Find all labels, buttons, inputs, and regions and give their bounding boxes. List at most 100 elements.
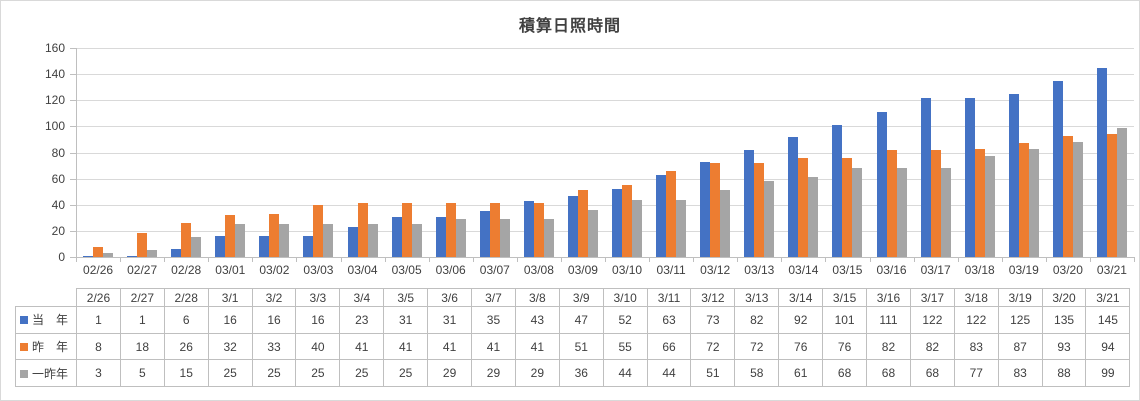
table-value-cell: 1 (119, 306, 165, 334)
bar (754, 162, 765, 257)
table-value-cell: 58 (734, 359, 780, 388)
bar (347, 226, 358, 257)
table-date-header: 3/21 (1085, 288, 1131, 307)
bar (411, 224, 422, 257)
x-axis-tick (76, 257, 77, 262)
table-date-header: 3/18 (953, 288, 999, 307)
bar (147, 250, 158, 257)
bar (103, 253, 114, 257)
table-value-cell: 16 (295, 306, 341, 334)
bar (1062, 135, 1073, 257)
bar (964, 97, 975, 257)
x-axis-tick (693, 257, 695, 262)
table-value-cell: 16 (251, 306, 297, 334)
table-value-cell: 33 (251, 332, 297, 361)
y-axis-label: 80 (51, 145, 65, 160)
bar (401, 203, 412, 257)
bar (543, 219, 554, 257)
bar (1096, 67, 1107, 257)
x-axis-tick (737, 257, 739, 262)
bar (1028, 148, 1039, 257)
table-date-header: 3/3 (295, 288, 341, 307)
table-date-header: 3/16 (866, 288, 911, 307)
table-value-cell: 82 (866, 332, 911, 361)
x-axis-label: 03/05 (391, 263, 422, 277)
table-value-cell: 61 (778, 359, 824, 388)
table-value-cell: 51 (690, 359, 736, 388)
series-label-cell: 一昨年 (15, 359, 77, 388)
series-label: 昨 年 (32, 340, 69, 355)
bar (279, 224, 290, 257)
table-date-header: 3/13 (734, 288, 780, 307)
table-value-cell: 72 (734, 332, 780, 361)
table-value-cell: 32 (207, 332, 253, 361)
table-value-cell: 31 (427, 306, 473, 334)
gridline (76, 152, 1134, 154)
table-value-cell: 66 (646, 332, 692, 361)
y-axis-label: 20 (51, 223, 65, 238)
x-axis-tick (252, 257, 254, 262)
bar (587, 209, 598, 257)
bar (499, 219, 510, 257)
table-date-header: 3/17 (909, 288, 955, 307)
y-axis-tick (70, 230, 76, 232)
gridline (76, 126, 1134, 128)
x-axis-label: 02/27 (127, 263, 158, 277)
bar (632, 199, 643, 257)
y-axis-line (76, 48, 77, 258)
y-axis-label: 40 (51, 197, 65, 212)
table-date-header: 3/8 (514, 288, 560, 307)
table-row: 一昨年 3 5 15 25 25 25 25 25 29 29 29 36 44 44 51 58 61 68 68 6… (15, 359, 1131, 388)
bar (852, 168, 863, 257)
x-axis-label: 03/07 (479, 263, 510, 277)
table-header-row: 2/26 2/27 2/28 3/1 3/2 3/3 3/4 3/5 3/6 3/7 3/8 3/9 3… (16, 288, 1131, 307)
table-value-cell: 5 (119, 359, 165, 388)
x-axis-tick (1089, 257, 1091, 262)
table-value-cell: 77 (953, 359, 999, 388)
bar (930, 149, 941, 257)
table-value-cell: 25 (383, 359, 429, 388)
table-value-cell: 26 (163, 332, 209, 361)
bar (896, 168, 907, 257)
table-value-cell: 44 (646, 359, 692, 388)
table-date-header: 3/15 (822, 288, 868, 307)
bar (357, 203, 368, 257)
x-axis-tick (605, 257, 606, 262)
table-date-header: 2/26 (76, 288, 121, 307)
table-value-cell: 31 (383, 306, 429, 334)
table-value-cell: 93 (1041, 332, 1087, 361)
table-value-cell: 82 (734, 306, 780, 334)
chart-title: 積算日照時間 (518, 18, 621, 35)
x-axis-tick (340, 257, 342, 262)
bar (700, 161, 711, 257)
x-axis-label: 03/18 (964, 263, 995, 277)
x-axis-label: 03/16 (876, 263, 907, 277)
y-axis-tick (70, 257, 76, 258)
table-value-cell: 122 (953, 306, 999, 334)
bar (323, 224, 334, 257)
x-axis-label: 03/12 (700, 263, 731, 277)
table-value-cell: 76 (822, 332, 868, 361)
y-axis-label: 120 (44, 93, 65, 108)
table-value-cell: 68 (822, 359, 868, 388)
legend-key-icon (20, 316, 28, 325)
y-axis-label: 0 (58, 250, 65, 264)
x-axis-tick (384, 257, 386, 262)
bar (1116, 127, 1127, 257)
x-axis-label: 03/03 (303, 263, 334, 277)
bar (676, 199, 687, 257)
table-value-cell: 23 (339, 306, 385, 334)
bar (842, 157, 853, 257)
table-value-cell: 68 (866, 359, 911, 388)
bar (974, 148, 985, 257)
x-axis-tick (913, 257, 915, 262)
x-axis-tick (120, 257, 122, 262)
bar (367, 224, 378, 257)
bar (940, 168, 951, 257)
table-value-cell: 51 (558, 332, 604, 361)
table-value-cell: 29 (471, 359, 516, 388)
x-axis-tick (869, 257, 871, 262)
bar (1106, 134, 1117, 257)
table-date-header: 3/5 (383, 288, 429, 307)
x-axis-label: 03/19 (1008, 263, 1039, 277)
